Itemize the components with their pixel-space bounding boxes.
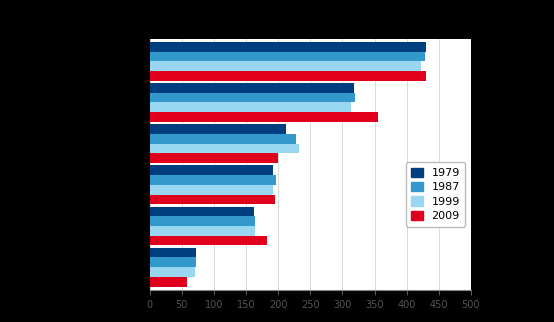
Bar (150, 112, 378, 122)
Bar (150, 216, 255, 226)
Bar (150, 61, 421, 71)
Bar (150, 257, 196, 267)
Bar (150, 206, 254, 216)
Bar (150, 102, 351, 112)
Bar (150, 277, 187, 287)
Legend: 1979, 1987, 1999, 2009: 1979, 1987, 1999, 2009 (406, 162, 465, 227)
Bar (150, 175, 275, 185)
Bar (150, 134, 296, 144)
Bar (150, 83, 354, 93)
Bar (150, 267, 194, 277)
Bar (150, 236, 266, 245)
Bar (150, 194, 275, 204)
Bar (150, 165, 273, 175)
Bar (150, 42, 426, 52)
Bar (150, 52, 424, 61)
Bar (150, 185, 273, 194)
Bar (150, 248, 196, 257)
Bar (150, 71, 426, 81)
Bar (150, 124, 286, 134)
Bar (150, 226, 255, 236)
Bar (150, 144, 299, 153)
Bar (150, 93, 355, 102)
Bar (150, 153, 278, 163)
